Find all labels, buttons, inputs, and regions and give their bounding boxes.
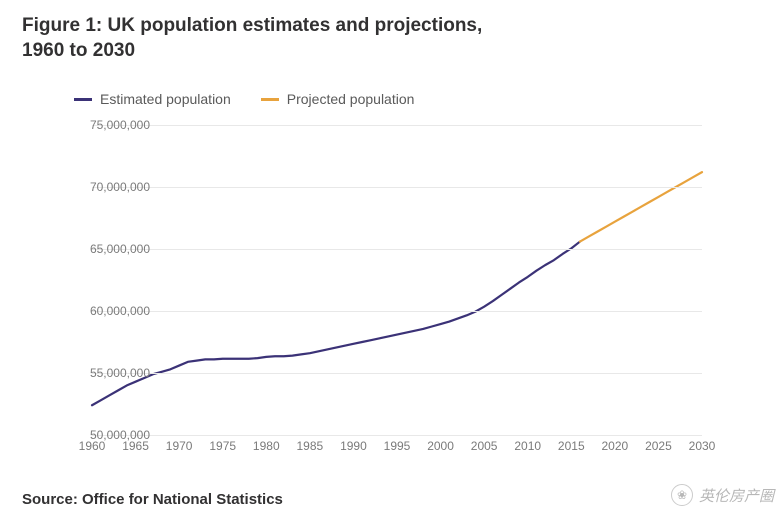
x-tick-label: 2005 — [471, 435, 498, 453]
gridline — [92, 187, 702, 188]
x-tick-label: 1965 — [122, 435, 149, 453]
line-layer — [92, 125, 702, 435]
gridline — [92, 373, 702, 374]
gridline — [92, 125, 702, 126]
x-tick-label: 2000 — [427, 435, 454, 453]
x-tick-label: 1995 — [384, 435, 411, 453]
x-tick-label: 2020 — [601, 435, 628, 453]
chart-title: Figure 1: UK population estimates and pr… — [0, 0, 540, 63]
series-line — [580, 172, 702, 241]
x-tick-label: 2015 — [558, 435, 585, 453]
x-tick-label: 1985 — [296, 435, 323, 453]
gridline — [92, 249, 702, 250]
y-tick-label: 75,000,000 — [86, 118, 156, 132]
x-tick-label: 2025 — [645, 435, 672, 453]
y-tick-label: 65,000,000 — [86, 242, 156, 256]
y-tick-label: 55,000,000 — [86, 366, 156, 380]
legend-item-projected: Projected population — [261, 91, 415, 107]
x-tick-label: 2010 — [514, 435, 541, 453]
x-tick-label: 2030 — [689, 435, 716, 453]
legend-label-projected: Projected population — [287, 91, 415, 107]
legend-label-estimated: Estimated population — [100, 91, 231, 107]
y-tick-label: 60,000,000 — [86, 304, 156, 318]
x-tick-label: 1970 — [166, 435, 193, 453]
x-tick-label: 1990 — [340, 435, 367, 453]
plot-area: 50,000,00055,000,00060,000,00065,000,000… — [92, 125, 702, 435]
series-line — [92, 242, 580, 406]
x-tick-label: 1975 — [209, 435, 236, 453]
flower-icon: ❀ — [671, 484, 693, 506]
x-tick-label: 1980 — [253, 435, 280, 453]
gridline — [92, 311, 702, 312]
watermark-text: 英伦房产圈 — [699, 485, 774, 506]
source-text: Source: Office for National Statistics — [22, 491, 283, 508]
x-tick-label: 1960 — [79, 435, 106, 453]
legend: Estimated population Projected populatio… — [0, 63, 784, 107]
legend-swatch-projected — [261, 98, 279, 101]
watermark: ❀ 英伦房产圈 — [671, 484, 774, 506]
y-tick-label: 70,000,000 — [86, 180, 156, 194]
legend-swatch-estimated — [74, 98, 92, 101]
legend-item-estimated: Estimated population — [74, 91, 231, 107]
chart-area: 50,000,00055,000,00060,000,00065,000,000… — [22, 125, 702, 460]
